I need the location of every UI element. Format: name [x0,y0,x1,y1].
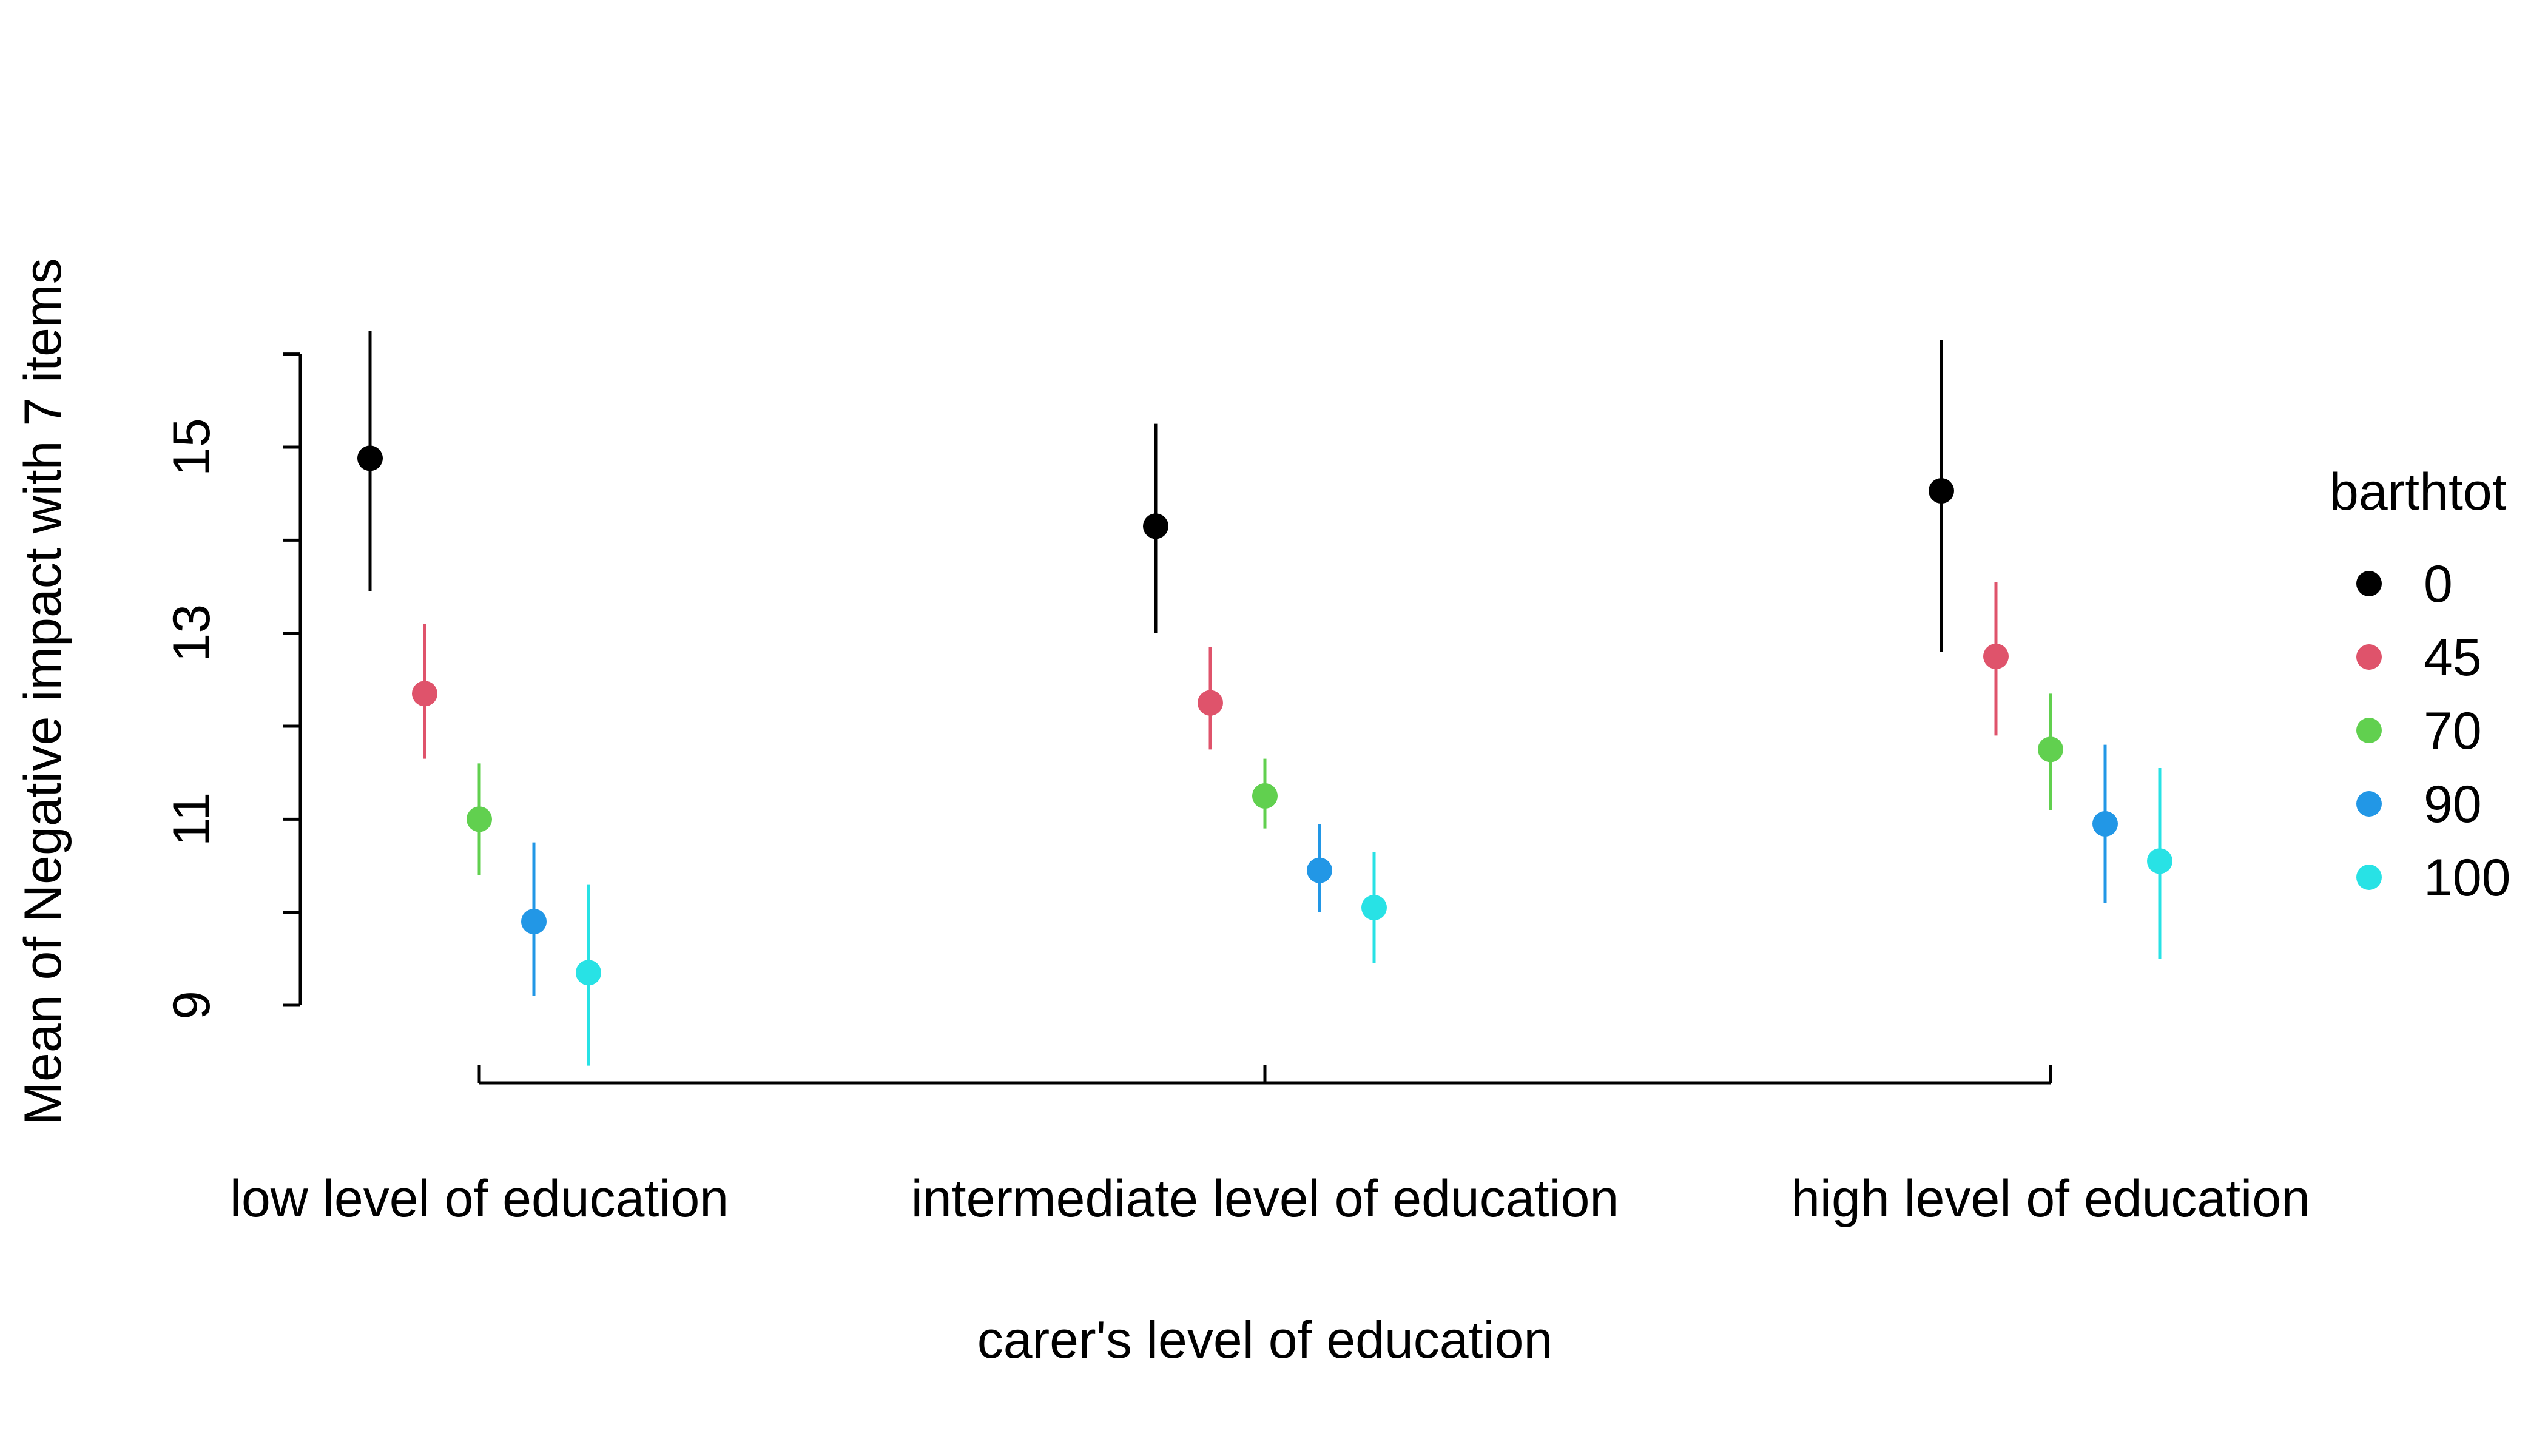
legend-marker [2356,791,2382,817]
y-tick-label: 9 [163,991,221,1020]
legend-title: barthtot [2330,463,2507,521]
legend-label: 100 [2424,849,2511,907]
data-point [1983,644,2009,669]
y-axis-title: Mean of Negative impact with 7 items [14,258,72,1125]
series-45 [412,582,2009,759]
legend-marker [2356,644,2382,670]
legend-label: 90 [2424,775,2482,834]
data-point [2092,811,2118,837]
y-tick-label: 13 [163,604,221,662]
data-point [2038,736,2063,763]
data-point [467,806,492,832]
x-axis: low level of education intermediate level… [230,1065,2310,1228]
legend-marker [2356,718,2382,743]
legend-item: 45 [2356,629,2482,687]
plot-area [357,331,2172,1066]
legend-item: 70 [2356,702,2482,760]
x-tick-label: low level of education [230,1170,729,1228]
x-tick-label: high level of education [1791,1170,2310,1228]
data-point [1252,783,1278,809]
series-70 [467,693,2063,875]
legend-item: 100 [2356,849,2511,907]
x-tick-label: intermediate level of education [911,1170,1619,1228]
legend-label: 70 [2424,702,2482,760]
data-point [357,445,383,471]
data-point [1198,690,1223,716]
legend-item: 0 [2356,555,2453,613]
legend-marker [2356,864,2382,890]
data-point [1929,478,1954,504]
data-point [521,909,547,934]
data-point [576,960,601,986]
x-axis-title: carer's level of education [977,1311,1553,1369]
series-0 [357,331,1954,652]
y-axis: 9 11 13 15 [163,352,302,1020]
data-point [1307,857,1332,883]
data-point [412,681,437,707]
legend-item: 90 [2356,775,2482,834]
data-point [1143,513,1168,539]
legend-marker [2356,571,2382,596]
data-point [2147,848,2172,874]
y-tick-label: 15 [163,418,221,476]
legend-label: 0 [2424,555,2453,613]
series-100 [576,768,2172,1066]
data-point [1361,895,1387,920]
legend-label: 45 [2424,629,2482,687]
series-90 [521,744,2118,996]
legend: barthtot 0 45 70 90 100 [2330,463,2511,907]
y-tick-label: 11 [163,792,221,846]
